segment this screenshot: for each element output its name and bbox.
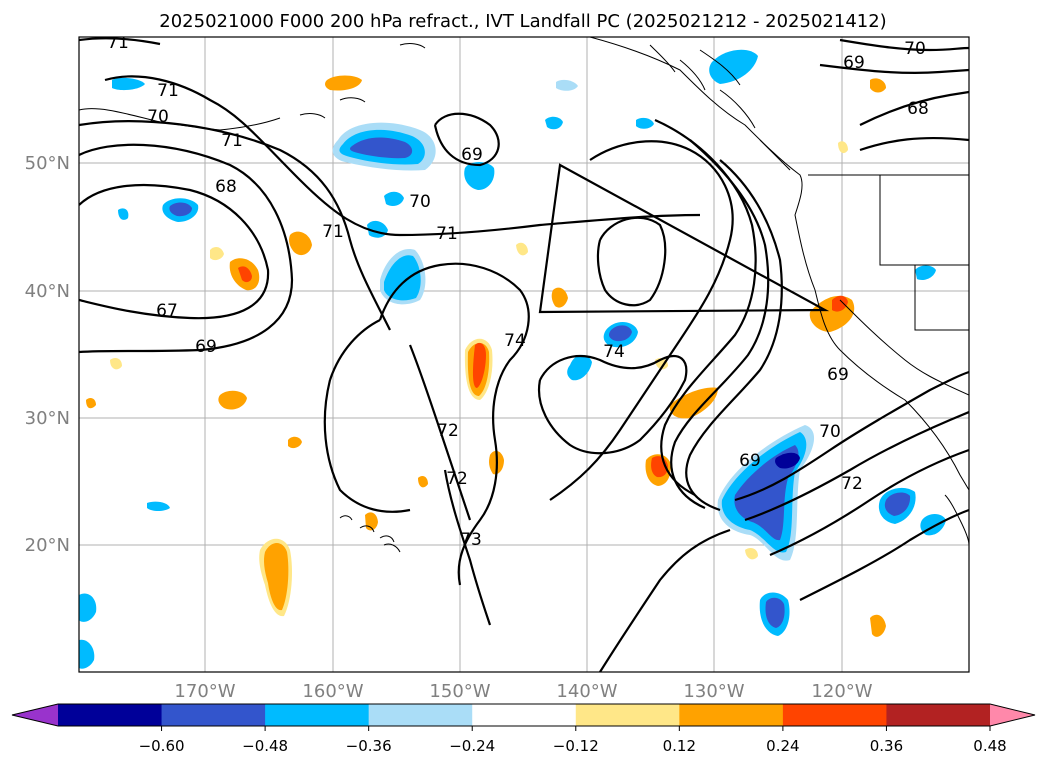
colorbar-segment — [368, 704, 473, 726]
colorbar-segment — [679, 704, 784, 726]
lon-tick-label: 150°W — [429, 681, 490, 702]
contour-label: 68 — [907, 99, 929, 119]
map-content: 71 71 70 71 68 67 69 69 70 71 71 74 74 7… — [79, 33, 969, 672]
contour-label: 71 — [157, 81, 179, 101]
map-title: 2025021000 F000 200 hPa refract., IVT La… — [159, 11, 886, 32]
colorbar-segment — [782, 704, 887, 726]
lat-tick-labels: 50°N 40°N 30°N 20°N — [25, 153, 70, 556]
contour-label: 67 — [156, 301, 178, 321]
contour-label: 71 — [107, 33, 129, 53]
contour-label: 71 — [436, 224, 458, 244]
colorbar-segment — [58, 704, 163, 726]
contour-label: 69 — [843, 53, 865, 73]
contour-label: 70 — [819, 422, 841, 442]
colorbar-extension-min — [12, 704, 58, 726]
contour-labels: 71 71 70 71 68 67 69 69 70 71 71 74 74 7… — [107, 33, 929, 550]
lon-tick-label: 120°W — [811, 681, 872, 702]
lat-tick-label: 40°N — [25, 281, 70, 302]
contour-label: 71 — [322, 222, 344, 242]
colorbar-segment — [886, 704, 991, 726]
lon-tick-label: 160°W — [302, 681, 363, 702]
lon-tick-label: 130°W — [683, 681, 744, 702]
colorbar-tick-label: 0.12 — [663, 737, 696, 755]
contour-label: 69 — [827, 365, 849, 385]
contour-label: 70 — [904, 39, 926, 59]
colorbar-tick-label: 0.48 — [973, 737, 1006, 755]
positive-anomaly-fills — [86, 75, 886, 637]
colorbar-tick-label: −0.24 — [449, 737, 495, 755]
colorbar-outline — [11, 703, 1036, 727]
colorbar-tick-label: −0.36 — [346, 737, 392, 755]
negative-anomaly-fills — [79, 49, 946, 669]
map-frame — [78, 36, 970, 673]
contour-label: 68 — [215, 177, 237, 197]
colorbar-segment — [472, 704, 577, 726]
lat-tick-label: 20°N — [25, 535, 70, 556]
contour-label: 73 — [460, 530, 482, 550]
colorbar-tick-label: −0.48 — [242, 737, 288, 755]
colorbar-tick-label: −0.12 — [553, 737, 599, 755]
contour-label: 70 — [147, 107, 169, 127]
lon-tick-label: 170°W — [174, 681, 235, 702]
colorbar-tick-label: −0.60 — [139, 737, 185, 755]
lon-tick-labels: 170°W 160°W 150°W 140°W 130°W 120°W — [174, 681, 872, 702]
contour-label: 74 — [603, 342, 625, 362]
colorbar: −0.60 −0.48 −0.36 −0.24 −0.12 0.12 0.24 0.36 0.4… — [11, 703, 1036, 755]
colorbar-extension-max — [990, 704, 1035, 726]
colorbar-segment — [575, 704, 680, 726]
colorbar-segment — [161, 704, 266, 726]
colorbar-ticks: −0.60 −0.48 −0.36 −0.24 −0.12 0.12 0.24 0.36 0.4… — [139, 726, 1007, 755]
lon-tick-label: 140°W — [556, 681, 617, 702]
map-area — [79, 37, 969, 672]
gridlines — [79, 37, 969, 672]
contour-label: 69 — [195, 337, 217, 357]
colorbar-segments — [58, 704, 991, 726]
contour-label: 74 — [504, 331, 526, 351]
contour-label: 72 — [446, 469, 468, 489]
contour-label: 70 — [409, 192, 431, 212]
contour-label: 69 — [739, 451, 761, 471]
contour-label: 72 — [437, 421, 459, 441]
contour-label: 72 — [841, 474, 863, 494]
contour-label: 69 — [461, 145, 483, 165]
contour-label: 71 — [221, 131, 243, 151]
lat-tick-label: 30°N — [25, 408, 70, 429]
colorbar-segment — [265, 704, 370, 726]
colorbar-tick-label: 0.24 — [766, 737, 799, 755]
colorbar-tick-label: 0.36 — [870, 737, 903, 755]
lat-tick-label: 50°N — [25, 153, 70, 174]
contours — [79, 37, 969, 672]
